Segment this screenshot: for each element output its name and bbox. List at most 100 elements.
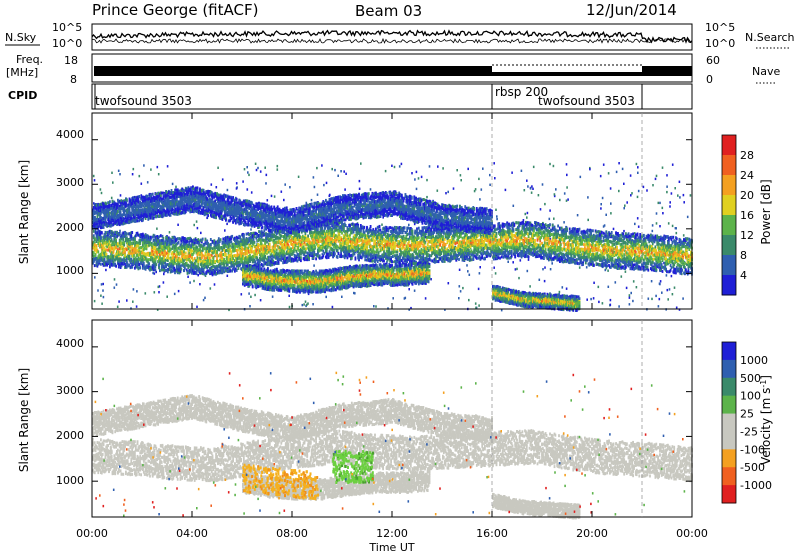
power-cell: [469, 274, 471, 276]
power-cell: [214, 283, 216, 285]
power-cell: [610, 299, 612, 301]
power-cell: [637, 172, 639, 174]
power-cell: [112, 247, 114, 250]
power-cell: [624, 205, 626, 207]
power-cell: [495, 209, 497, 211]
power-cell: [97, 289, 99, 291]
power-cell: [175, 186, 177, 188]
power-cell: [608, 172, 610, 174]
power-cell: [222, 178, 224, 180]
power-cell: [375, 305, 377, 307]
power-cell: [260, 299, 262, 301]
power-cell: [113, 251, 115, 254]
power-cell: [236, 187, 238, 189]
power-cell: [303, 303, 305, 305]
power-cell: [180, 268, 182, 271]
power-cell: [178, 290, 180, 292]
power-cell: [344, 188, 346, 190]
power-cell: [101, 232, 103, 235]
power-cell: [652, 230, 654, 232]
power-cell: [216, 186, 218, 188]
power-cell: [666, 274, 668, 276]
power-cell: [117, 306, 119, 308]
power-cell: [626, 287, 628, 289]
power-cell: [164, 253, 166, 256]
power-cell: [126, 233, 128, 236]
power-cell: [643, 186, 645, 188]
power-cell: [544, 280, 546, 282]
power-cell: [132, 173, 134, 175]
power-cell: [112, 181, 114, 183]
power-cell: [605, 269, 607, 271]
power-cell: [515, 268, 517, 270]
power-cell: [437, 165, 439, 167]
power-cell: [158, 235, 160, 238]
power-cell: [163, 239, 165, 242]
power-cell: [196, 272, 198, 275]
power-cell: [147, 181, 149, 183]
power-cell: [192, 259, 194, 262]
power-cell: [283, 199, 285, 201]
power-cell: [655, 295, 657, 297]
power-cell: [489, 184, 491, 186]
power-cell: [199, 283, 201, 285]
power-cell: [194, 249, 196, 252]
power-cell: [512, 261, 514, 263]
power-cell: [128, 247, 130, 250]
power-cell: [551, 262, 553, 264]
power-cell: [527, 270, 529, 272]
power-cell: [172, 183, 174, 185]
power-cell: [197, 227, 199, 229]
power-cell: [507, 261, 509, 263]
power-cell: [183, 259, 185, 262]
power-cell: [146, 244, 148, 247]
power-cell: [119, 233, 121, 236]
power-cell: [185, 252, 187, 255]
power-cell: [251, 191, 253, 193]
power-cell: [529, 285, 531, 287]
power-cell: [607, 270, 609, 272]
power-cell: [100, 263, 102, 266]
power-cell: [158, 266, 160, 269]
power-cell: [323, 184, 325, 186]
power-cell: [133, 168, 135, 170]
power-cell: [205, 238, 207, 241]
power-cell: [160, 234, 162, 237]
power-cell: [118, 300, 120, 302]
power-cell: [554, 193, 556, 195]
power-cell: [302, 304, 304, 306]
power-cell: [538, 194, 540, 196]
power-cell: [677, 194, 679, 196]
power-cell: [145, 292, 147, 294]
power-cell: [227, 275, 229, 277]
power-cell: [638, 226, 640, 228]
power-cell: [416, 188, 418, 190]
power-cell: [598, 301, 600, 303]
power-cell: [272, 296, 274, 298]
power-cell: [359, 188, 361, 190]
power-cell: [187, 237, 189, 240]
power-cell: [626, 201, 628, 203]
power-cell: [93, 251, 95, 254]
power-cell: [113, 242, 115, 245]
power-cell: [613, 228, 615, 230]
power-cell: [531, 185, 533, 187]
power-cell: [206, 247, 208, 250]
power-cell: [460, 290, 462, 292]
power-cell: [187, 272, 189, 275]
power-cell: [478, 178, 480, 180]
power-cell: [602, 302, 604, 304]
power-cell: [197, 263, 199, 266]
power-cell: [553, 165, 555, 167]
power-cell: [226, 223, 228, 225]
power-cell: [266, 174, 268, 176]
power-cell: [311, 199, 313, 201]
power-cell: [289, 186, 291, 188]
power-cell: [478, 288, 480, 290]
power-cell: [341, 296, 343, 298]
power-cell: [658, 202, 660, 204]
power-cell: [123, 241, 125, 244]
power-cell: [600, 203, 602, 205]
power-cell: [593, 282, 595, 284]
power-cell: [527, 185, 529, 187]
